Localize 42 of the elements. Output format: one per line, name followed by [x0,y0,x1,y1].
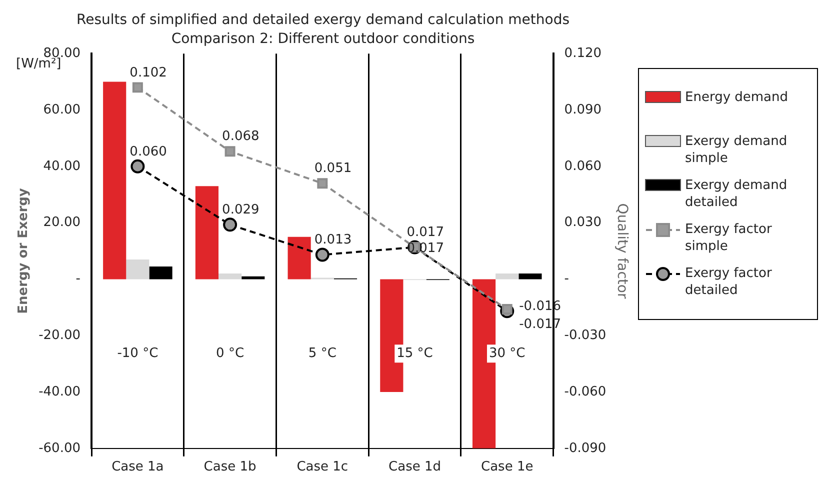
y-tick-label: -20.00 [38,328,81,343]
y-tick-label: 40.00 [43,158,81,174]
y2-tick-label: 0.030 [564,215,602,230]
y2-tick-label: -0.030 [564,328,606,343]
data-label: 0.060 [130,144,167,160]
data-label: 0.017 [406,225,444,240]
y-tick-label: -40.00 [38,384,81,400]
x-tick-label: Case 1b [204,460,256,475]
annotation: 0 °C [216,346,244,361]
x-tick-label: Case 1e [481,460,534,475]
data-label: 0.017 [406,241,444,256]
data-label: 0.102 [130,65,167,80]
annotation: 30 °C [488,346,526,361]
y2-tick-label: - [564,272,570,287]
legend-label: Exergy demand detailed [685,177,788,211]
annotation: 15 °C [396,346,433,361]
y-axis-title: Energy or Exergy [16,188,32,314]
y2-tick-label: -0.090 [564,440,606,456]
x-tick-label: Case 1c [296,460,348,475]
chart-title: Results of simplified and detailed exergy demand calculation methods [76,12,570,28]
y-tick-label: 20.00 [43,215,81,230]
annotation: -10 °C [117,346,158,361]
y2-tick-label: 0.120 [564,46,602,61]
y2-tick-label: -0.060 [564,384,606,400]
data-label: 0.013 [314,232,352,248]
data-label: 0.029 [222,202,260,218]
y2-tick-label: 0.060 [564,158,602,174]
legend-label: Exergy factor simple [685,221,773,255]
data-label: 0.051 [314,161,352,176]
data-label: 0.068 [222,129,260,144]
chart-subtitle: Comparison 2: Different outdoor conditions [171,30,475,47]
y2-tick-label: 0.090 [564,102,602,118]
y-tick-label: -60.00 [38,440,81,456]
legend-label: Exergy demand simple [685,133,788,167]
annotation: 5 °C [308,346,336,361]
x-tick-label: Case 1d [388,460,441,475]
y2-axis-title: Quality factor [614,203,630,299]
y-tick-label: 60.00 [43,102,81,118]
legend-label: Exergy factor detailed [685,265,773,299]
y-tick-label: - [76,272,81,287]
x-tick-label: Case 1a [112,460,164,475]
legend-label: Energy demand [685,89,788,106]
